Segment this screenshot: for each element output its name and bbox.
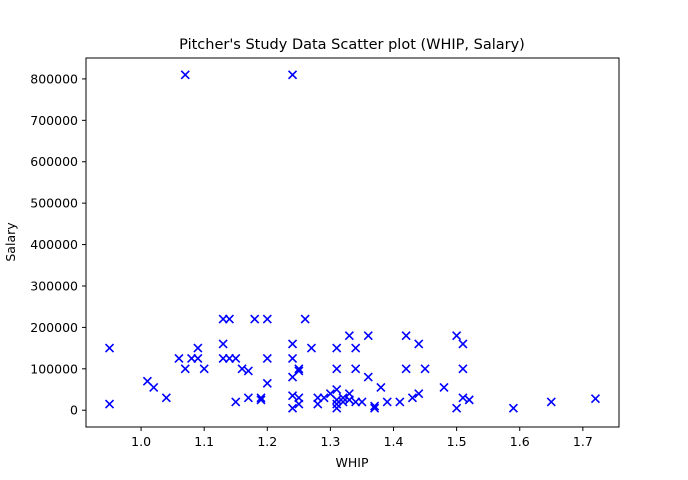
y-tick-label: 700000: [30, 113, 78, 128]
data-point: [452, 403, 462, 413]
data-point: [104, 343, 115, 353]
data-point: [458, 339, 468, 349]
data-point: [262, 378, 272, 388]
data-point: [332, 384, 342, 395]
y-tick-label: 200000: [30, 320, 78, 335]
data-point: [420, 364, 430, 374]
data-point: [351, 343, 361, 353]
y-tick-label: 300000: [30, 278, 78, 293]
data-point: [218, 339, 228, 349]
y-tick-label: 0: [70, 403, 78, 418]
data-point: [338, 397, 348, 407]
data-point: [287, 339, 298, 349]
data-point: [287, 403, 298, 413]
y-tick-label: 100000: [30, 361, 78, 376]
data-point: [231, 397, 241, 407]
data-point: [319, 393, 329, 403]
data-point: [370, 401, 380, 411]
data-point: [546, 397, 556, 407]
data-point: [287, 70, 298, 80]
y-axis-label: Salary: [3, 222, 18, 262]
x-tick-label: 1.5: [447, 434, 467, 449]
data-point: [243, 366, 253, 376]
data-point: [439, 382, 449, 393]
data-points: [104, 70, 601, 413]
data-point: [414, 339, 424, 349]
data-point: [104, 399, 115, 409]
plot-frame: [85, 57, 620, 428]
data-point: [376, 382, 386, 393]
data-point: [193, 353, 203, 364]
x-axis-label: WHIP: [336, 455, 369, 470]
x-tick-label: 1.0: [131, 434, 151, 449]
data-point: [395, 397, 405, 407]
data-point: [370, 403, 380, 413]
data-point: [262, 353, 272, 364]
data-point: [452, 331, 462, 341]
data-point: [414, 389, 424, 399]
data-point: [237, 364, 247, 374]
x-tick-label: 1.6: [510, 434, 530, 449]
y-tick-label: 400000: [30, 237, 78, 252]
data-point: [300, 314, 310, 324]
data-point: [224, 314, 235, 324]
data-point: [344, 331, 354, 341]
data-point: [401, 331, 411, 341]
data-point: [344, 395, 354, 405]
data-point: [357, 397, 367, 407]
data-point: [294, 399, 304, 409]
data-point: [256, 393, 266, 403]
x-axis: 1.0 1.1 1.2 1.3 1.4 1.5 1.6 1.7: [131, 427, 593, 449]
data-point: [363, 331, 373, 341]
x-tick-label: 1.4: [384, 434, 404, 449]
y-axis: 0 100000 200000 300000 400000 500000 600000 700…: [30, 71, 86, 418]
data-point: [458, 393, 468, 403]
data-point: [174, 353, 184, 364]
data-point: [458, 364, 468, 374]
data-point: [294, 366, 304, 376]
data-point: [199, 364, 209, 374]
data-point: [363, 372, 373, 382]
data-point: [149, 382, 159, 393]
data-point: [338, 393, 348, 403]
data-point: [382, 397, 392, 407]
x-tick-label: 1.3: [320, 434, 340, 449]
data-point: [407, 393, 418, 403]
data-point: [332, 395, 342, 405]
data-point: [508, 403, 518, 413]
data-point: [287, 353, 298, 364]
data-point: [250, 314, 260, 324]
data-point: [306, 343, 317, 353]
chart-title: Pitcher's Study Data Scatter plot (WHIP,…: [179, 37, 525, 53]
data-point: [193, 343, 203, 353]
x-tick-label: 1.1: [194, 434, 214, 449]
data-point: [262, 314, 272, 324]
data-point: [332, 343, 342, 353]
data-point: [180, 70, 190, 80]
data-point: [332, 364, 342, 374]
data-point: [401, 364, 411, 374]
data-point: [256, 395, 266, 405]
data-point: [180, 364, 190, 374]
data-point: [161, 393, 171, 403]
y-tick-label: 600000: [30, 154, 78, 169]
y-tick-label: 800000: [30, 71, 78, 86]
data-point: [287, 391, 298, 401]
data-point: [294, 364, 304, 374]
x-tick-label: 1.7: [573, 434, 593, 449]
data-point: [351, 364, 361, 374]
data-point: [590, 394, 601, 404]
y-tick-label: 500000: [30, 196, 78, 211]
x-tick-label: 1.2: [257, 434, 277, 449]
data-point: [231, 353, 241, 364]
data-point: [464, 395, 474, 405]
data-point: [243, 393, 253, 403]
